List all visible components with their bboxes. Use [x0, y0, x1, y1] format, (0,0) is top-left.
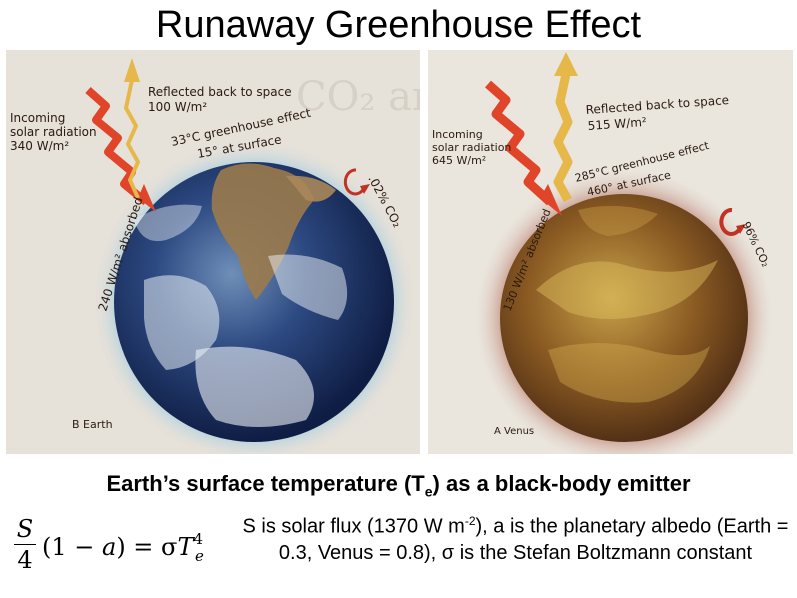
equation-fraction: S 4: [14, 514, 36, 575]
fraction-bar: [14, 544, 36, 545]
equation-description: S is solar flux (1370 W m-2), a is the p…: [238, 508, 793, 566]
earth-diagram: CO₂ and Reflected back to space 100 W/m²…: [6, 50, 420, 454]
venus-incoming-line2: solar radiation: [432, 141, 511, 154]
venus-diagram: Reflected back to space 515 W/m² Incomin…: [428, 50, 793, 454]
venus-reflected-value: 515 W/m²: [587, 115, 647, 133]
section-subtitle: Earth’s surface temperature (Te) as a bl…: [0, 470, 797, 505]
equation-middle: (1 −: [42, 533, 102, 561]
earth-caption: B Earth: [72, 418, 113, 431]
subtitle-text-end: ) as a black-body emitter: [432, 471, 691, 496]
earth-reflected-label: Reflected back to space: [148, 85, 292, 99]
equation-denominator: 4: [17, 546, 33, 574]
subtitle-text-start: Earth’s surface temperature (T: [106, 471, 425, 496]
description-part-2: ), a is the planetary albedo (Earth = 0.…: [278, 515, 789, 564]
earth-co2-cycle-icon: [343, 168, 366, 196]
venus-incoming-value: 645 W/m²: [432, 154, 486, 167]
earth-continent-africa: [211, 163, 314, 300]
equation-body: (1 − a) = σT4e: [42, 530, 204, 565]
earth-panel: CO₂ and Reflected back to space 100 W/m²…: [6, 50, 420, 454]
equation-power: 4: [193, 530, 203, 548]
earth-globe: [114, 162, 394, 442]
equation-temperature-subscript: e: [195, 546, 204, 565]
venus-incoming-arrow: [485, 80, 554, 206]
svg-text:CO₂ and: CO₂ and: [296, 74, 420, 120]
earth-incoming-line1: Incoming: [10, 111, 65, 125]
description-exponent: -2: [464, 514, 476, 528]
venus-co2-cycle-icon: [719, 208, 742, 236]
earth-reflected-value: 100 W/m²: [148, 100, 207, 114]
description-part-1: S is solar flux (1370 W m: [242, 515, 465, 538]
subtitle-subscript: e: [424, 483, 433, 500]
venus-reflected-arrow: [553, 73, 573, 203]
earth-continent-arabia: [286, 175, 336, 202]
earth-incoming-arrow: [85, 87, 149, 206]
venus-caption: A Venus: [494, 426, 534, 437]
page-title: Runaway Greenhouse Effect: [155, 4, 642, 46]
venus-incoming-line1: Incoming: [432, 128, 483, 141]
equation-numerator: S: [16, 515, 34, 543]
equation-albedo-variable: a: [102, 533, 117, 561]
energy-balance-equation: S 4 (1 − a) = σT4e: [14, 510, 244, 590]
equation-temperature-variable: T: [177, 533, 194, 561]
venus-panel: Reflected back to space 515 W/m² Incomin…: [428, 50, 793, 454]
equation-equals: ) = σ: [116, 533, 178, 561]
earth-incoming-value: 340 W/m²: [10, 139, 69, 153]
earth-incoming-line2: solar radiation: [10, 125, 97, 139]
venus-globe: [500, 194, 748, 442]
earth-reflected-arrow: [124, 79, 140, 199]
